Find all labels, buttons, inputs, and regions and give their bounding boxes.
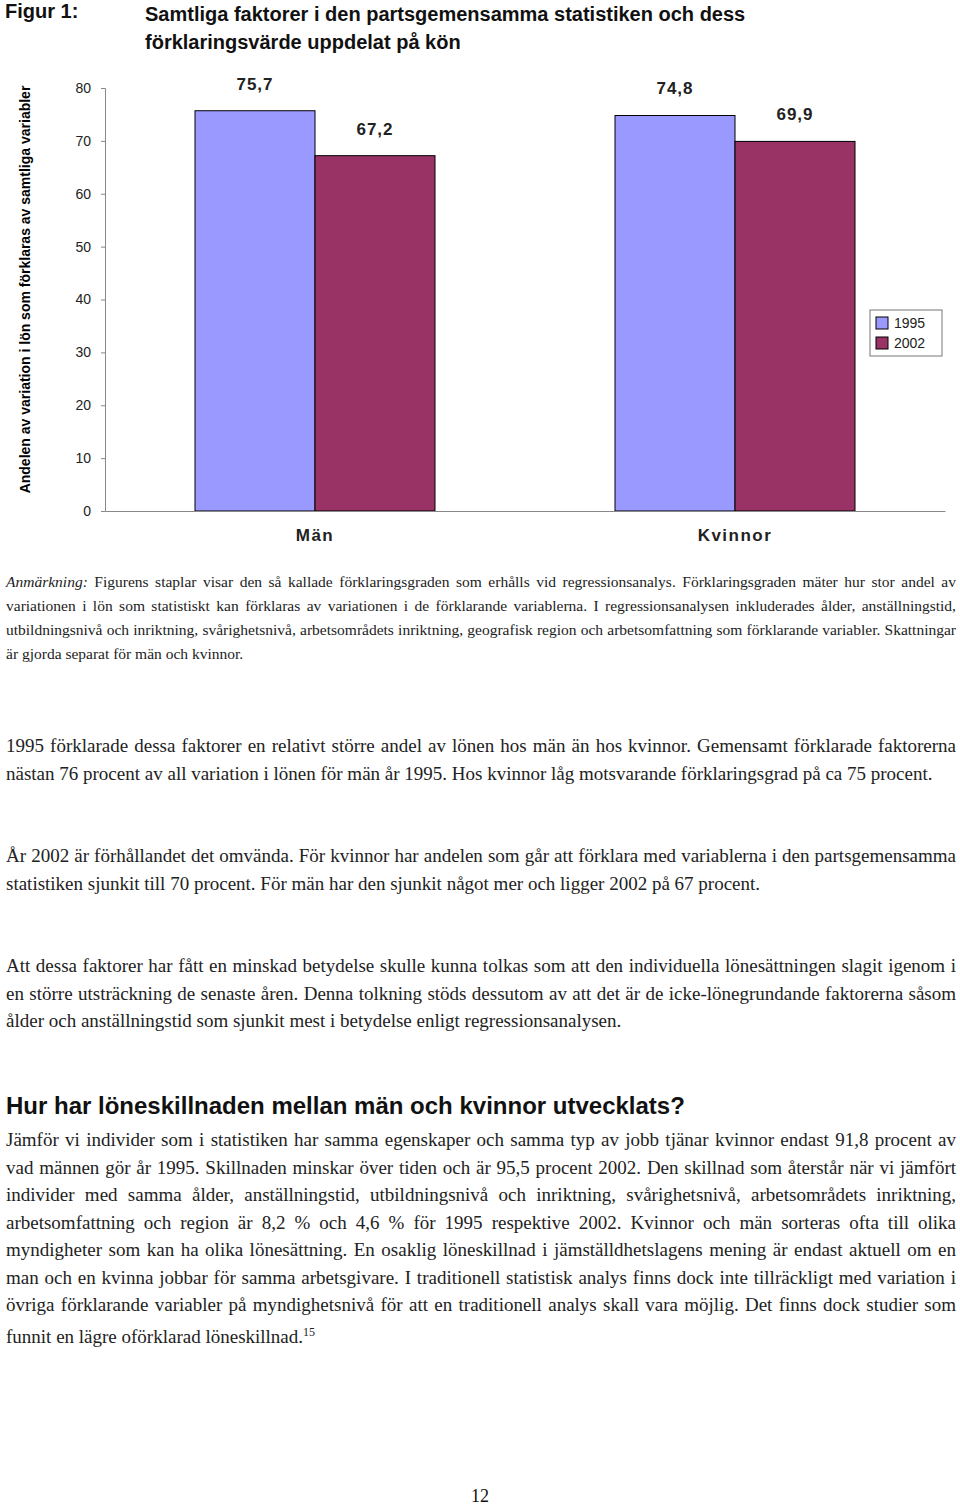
y-tick: 20 [75,397,105,413]
x-axis-line [106,511,946,512]
paragraph-text: Jämför vi individer som i statistiken ha… [6,1129,956,1347]
data-label: 69,9 [776,105,813,124]
paragraph: Jämför vi individer som i statistiken ha… [6,1126,956,1350]
y-axis-title: Andelen av variation i lön som förklaras… [17,85,33,493]
data-label: 67,2 [356,120,393,139]
chart: 0 10 20 30 40 50 60 70 80 Män Kvinnor Andelen av va… [0,0,960,560]
data-label: 74,8 [656,79,693,98]
y-tick-label: 0 [83,503,91,519]
y-tick-mark [101,194,105,195]
y-tick: 50 [75,239,105,255]
y-tick: 60 [75,186,105,202]
bar [735,141,855,511]
y-tick: 70 [75,133,105,149]
y-tick-mark [101,458,105,459]
y-tick: 40 [75,291,105,307]
bar [615,115,735,511]
paragraph: 1995 förklarade dessa faktorer en relati… [6,732,956,787]
x-tick: Män [296,511,335,545]
paragraph-text: 1995 förklarade dessa faktorer en relati… [6,735,956,784]
footnote-ref: 15 [303,1325,315,1339]
y-tick-mark [101,511,105,512]
y-tick-label: 60 [75,186,91,202]
y-tick-label: 50 [75,239,91,255]
y-tick-mark [101,352,105,353]
legend-swatch [876,337,888,349]
legend-label: 1995 [894,315,925,331]
y-tick-label: 10 [75,450,91,466]
y-tick: 10 [75,450,105,466]
note: Anmärkning: Figurens staplar visar den s… [6,570,956,666]
y-tick-label: 40 [75,291,91,307]
data-labels: 75,7 74,8 67,2 69,9 [236,75,813,139]
note-label: Anmärkning: [6,573,88,590]
legend-label: 2002 [894,335,925,351]
chart-title: Samtliga faktorer i den partsgemensamma … [145,0,805,56]
bars [195,111,855,511]
paragraph: År 2002 är förhållandet det omvända. För… [6,842,956,897]
y-tick: 80 [75,80,105,96]
y-tick-mark [101,300,105,301]
y-tick-label: 70 [75,133,91,149]
figure-label: Figur 1: [5,0,78,23]
bar [195,111,315,511]
y-tick-label: 30 [75,344,91,360]
y-tick-label: 20 [75,397,91,413]
legend-swatch [876,317,888,329]
paragraph: Att dessa faktorer har fått en minskad b… [6,952,956,1035]
y-tick-label: 80 [75,80,91,96]
x-axis: Män Kvinnor [106,511,946,545]
y-tick-mark [101,405,105,406]
x-tick-label: Män [296,526,335,545]
legend: 1995 2002 [870,310,942,356]
y-axis: 0 10 20 30 40 50 60 70 80 [75,80,105,519]
paragraph-text: År 2002 är förhållandet det omvända. För… [6,845,956,894]
y-axis-line [101,89,106,512]
y-tick-mark [101,88,105,89]
y-tick: 0 [83,503,105,519]
paragraph-text: Att dessa faktorer har fått en minskad b… [6,955,956,1031]
x-tick-label: Kvinnor [698,526,773,545]
y-tick-mark [101,141,105,142]
bar [315,156,435,511]
y-tick-mark [101,247,105,248]
data-label: 75,7 [236,75,273,94]
legend-frame [870,310,942,356]
note-text: Figurens staplar visar den så kallade fö… [6,573,956,662]
heading: Hur har löneskillnaden mellan män och kv… [6,1092,685,1120]
y-tick: 30 [75,344,105,360]
x-tick: Kvinnor [698,511,773,545]
page-number: 12 [0,1486,960,1507]
